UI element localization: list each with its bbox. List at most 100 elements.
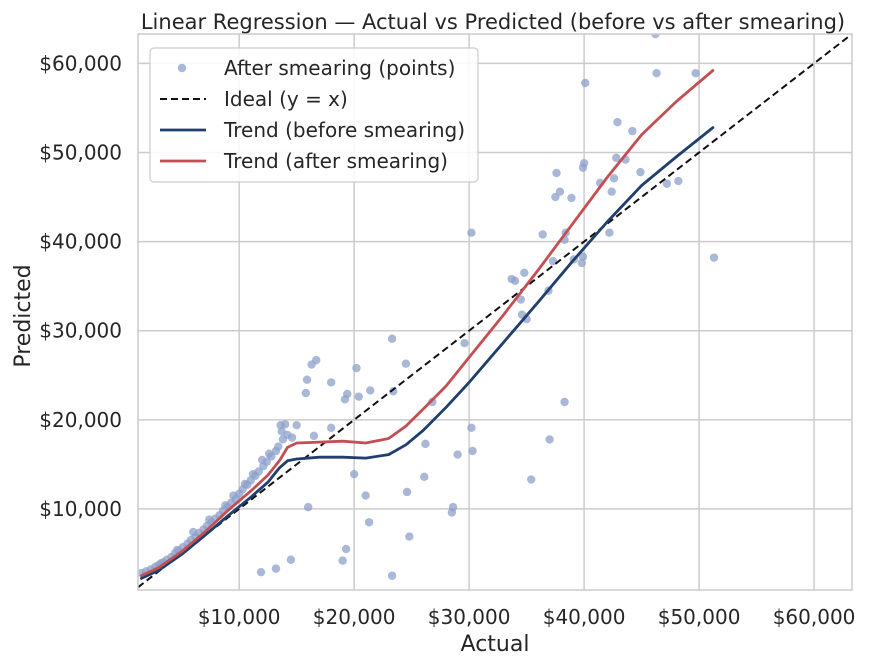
scatter-point [651, 34, 660, 39]
scatter-point [264, 449, 274, 458]
scatter-point [221, 501, 230, 510]
data-layer [138, 34, 852, 589]
x-tick-label: $60,000 [773, 605, 856, 629]
scatter-point [240, 479, 250, 489]
legend-box [149, 47, 479, 183]
scatter-point [527, 475, 536, 484]
scatter-point [467, 228, 476, 237]
scatter-point [303, 502, 313, 512]
y-tick-label: $60,000 [39, 51, 122, 75]
scatter-point [516, 295, 526, 304]
scatter-point [605, 228, 614, 237]
scatter-point [389, 387, 398, 396]
legend-label: Ideal (y = x) [224, 87, 348, 111]
scatter-point [302, 375, 312, 384]
scatter-point [248, 469, 258, 479]
plot-frame [137, 33, 853, 591]
scatter-point [326, 423, 336, 433]
scatter-point [205, 515, 214, 524]
chart-title: Linear Regression — Actual vs Predicted … [141, 10, 845, 34]
y-axis-label: Predicted [11, 264, 36, 367]
scatter-point [581, 78, 590, 88]
scatter-point [338, 556, 347, 565]
scatter-point [662, 179, 672, 188]
scatter-point [613, 118, 622, 127]
scatter-point [229, 491, 238, 500]
scatter-point [312, 355, 321, 365]
scatter-point [560, 397, 569, 407]
scatter-point [354, 392, 363, 401]
scatter-point [467, 423, 476, 433]
trend-line [140, 69, 715, 578]
scatter-point [545, 435, 554, 444]
scatter-point [188, 527, 198, 537]
x-tick-label: $20,000 [313, 605, 396, 629]
y-tick-label: $20,000 [39, 408, 122, 432]
scatter-point [326, 378, 336, 387]
scatter-point [387, 571, 397, 580]
scatter-point [256, 567, 266, 577]
scatter-point [579, 158, 589, 168]
scatter-point [578, 252, 588, 261]
scatter-point [567, 193, 576, 203]
scatter-point [401, 359, 411, 368]
scatter-point [691, 69, 700, 78]
scatter-point [609, 174, 619, 183]
trend-line [140, 126, 715, 580]
scatter-point [405, 532, 414, 541]
legend-label: Trend (after smearing) [223, 149, 448, 173]
y-tick-label: $40,000 [39, 230, 122, 254]
scatter-point [538, 230, 547, 239]
scatter-point [709, 253, 719, 262]
x-tick-label: $40,000 [543, 605, 626, 629]
scatter-point [271, 564, 281, 573]
scatter-point [280, 420, 290, 429]
scatter-point [460, 338, 469, 348]
legend-label: After smearing (points) [224, 56, 455, 80]
scatter-point [421, 439, 430, 449]
scatter-point [309, 431, 319, 441]
scatter-point [577, 258, 587, 268]
scatter-point [274, 442, 283, 451]
scatter-point [301, 388, 311, 398]
ideal-line [138, 34, 852, 589]
y-tick-label: $10,000 [39, 497, 122, 521]
tick-labels: $10,000 $20,000 $30,000 $40,000 $50,000 $60,0… [39, 51, 855, 629]
scatter-point [257, 455, 267, 465]
scatter-point [520, 268, 529, 277]
scatter-point [453, 450, 462, 459]
scatter-point [468, 446, 477, 456]
scatter-point [364, 518, 374, 527]
legend-marker [177, 63, 187, 73]
scatter-point [612, 153, 621, 163]
scatter-point [402, 487, 412, 497]
scatter-point [674, 176, 683, 186]
scatter-point [287, 433, 297, 442]
scatter-point [292, 420, 301, 430]
y-tick-label: $50,000 [39, 141, 122, 165]
y-tick-label: $30,000 [39, 319, 122, 343]
legend: After smearing (points) Ideal (y = x) Tren… [149, 47, 479, 183]
scatter-point [387, 334, 397, 343]
scatter-point [341, 544, 351, 554]
scatter-point [349, 469, 359, 479]
scatter-point [420, 472, 429, 482]
scatter-point [286, 555, 296, 564]
scatter-point [352, 363, 361, 373]
x-tick-label: $50,000 [658, 605, 741, 629]
scatter-point [555, 187, 565, 196]
scatter-point [361, 491, 370, 500]
x-axis-label: Actual [461, 632, 530, 657]
x-tick-label: $10,000 [198, 605, 281, 629]
scatter-point [636, 167, 645, 177]
scatter-point [277, 427, 286, 436]
scatter-point [510, 276, 520, 286]
legend-label: Trend (before smearing) [223, 118, 465, 142]
scatter-point [448, 502, 458, 512]
x-tick-label: $30,000 [428, 605, 511, 629]
scatter-point [552, 168, 561, 178]
scatter-point [652, 69, 661, 78]
scatter-point [607, 187, 616, 196]
scatter-point [343, 389, 352, 399]
